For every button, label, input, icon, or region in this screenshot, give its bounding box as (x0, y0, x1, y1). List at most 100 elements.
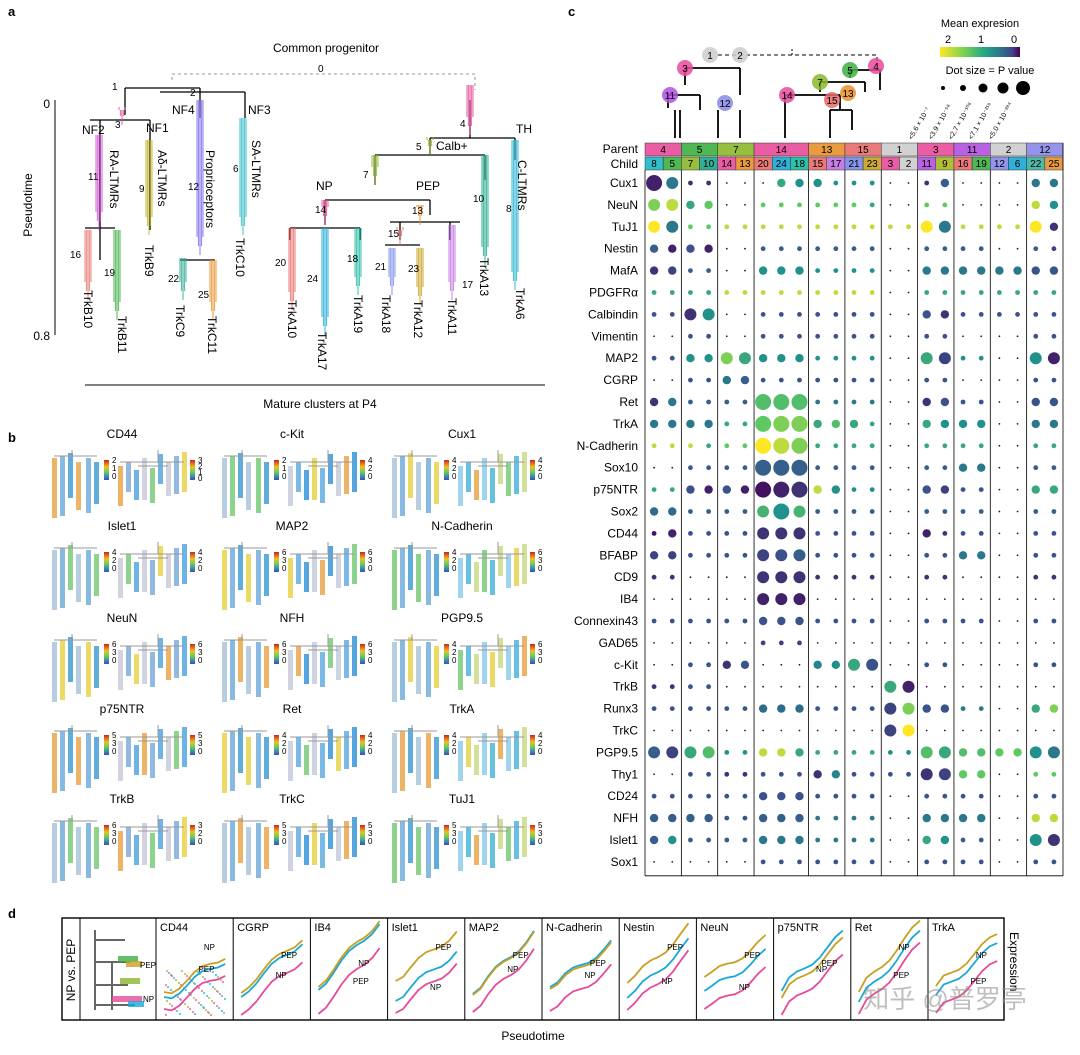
dot (998, 839, 1001, 841)
dot (869, 465, 875, 471)
dot (669, 443, 675, 449)
child-name: 11 (922, 159, 933, 170)
dot (742, 793, 748, 799)
tree-bar (320, 652, 325, 687)
dot (666, 198, 679, 211)
dot (795, 354, 804, 363)
tree-bar (434, 554, 439, 596)
dot (920, 220, 933, 233)
node-number: 22 (168, 274, 180, 285)
dot (758, 835, 768, 845)
tree-bar (52, 733, 57, 793)
dot (744, 182, 746, 184)
dot (998, 576, 1001, 579)
dot (651, 706, 657, 711)
dot (724, 706, 730, 711)
cell-dot (219, 978, 223, 982)
cell-dot (207, 1011, 211, 1015)
dot (688, 268, 693, 273)
dot (1049, 200, 1059, 210)
dot (688, 509, 693, 514)
dot (833, 574, 839, 580)
dot (744, 204, 746, 206)
legend-tick: 2 (945, 34, 951, 46)
leaf-label: TrkA10 (285, 300, 299, 339)
dot (1016, 576, 1019, 579)
scale-tick: 4 (368, 456, 373, 465)
tree-branch (120, 542, 184, 559)
tree-bar (94, 827, 99, 869)
parent-name: 13 (821, 145, 833, 156)
tree-bar (514, 456, 519, 494)
tree-bar (158, 729, 163, 759)
node-number: 15 (388, 229, 400, 240)
scale-tick: 0 (112, 656, 117, 665)
dot (869, 771, 875, 777)
dot (943, 598, 946, 600)
scale-tick: 4 (452, 640, 457, 649)
child-name: 14 (721, 159, 733, 170)
tree-bar (134, 745, 139, 775)
mini-node (662, 87, 678, 103)
dot (1051, 552, 1057, 558)
dot (889, 861, 892, 863)
y-axis-label: Pseudotime (21, 173, 35, 237)
color-scale (104, 460, 109, 480)
scale-tick: 3 (538, 829, 543, 838)
tree-branch (54, 542, 97, 549)
cell-dot (183, 972, 187, 976)
curve-label: NP (358, 959, 369, 968)
dot (742, 552, 748, 558)
tree-bar (506, 827, 511, 861)
dot (653, 335, 655, 338)
scale-tick: 4 (112, 548, 117, 557)
tree-bar (94, 646, 99, 688)
color-scale (104, 552, 109, 572)
gene-label: PDGFRα (589, 286, 638, 300)
dot (724, 290, 730, 295)
tree-bar (68, 637, 73, 682)
dot (651, 531, 657, 536)
tree-bar (52, 823, 57, 883)
gene-label: Sox2 (611, 505, 639, 519)
color-scale (104, 735, 109, 755)
tree-bar (328, 546, 333, 576)
dot (942, 531, 948, 536)
expression-curve (472, 948, 535, 1013)
dot (725, 335, 728, 338)
cell-dot (200, 989, 204, 993)
child-name: 8 (651, 159, 657, 170)
cell-dot (170, 974, 174, 978)
tree-bar (246, 827, 251, 875)
panel-d: d NP vs. PEP PEPNPCD44NPPEPCGRPPEPNPIB4NP… (8, 906, 1027, 1043)
scale-tick: 0 (452, 656, 457, 665)
curve-label: PEP (281, 951, 297, 960)
dot (869, 246, 875, 252)
tree-bar (134, 562, 139, 592)
color-scale (190, 460, 195, 480)
dot (998, 554, 1001, 557)
tree-bar (222, 458, 227, 518)
dot (1033, 312, 1039, 317)
dot (671, 642, 674, 644)
dot (797, 771, 802, 777)
dot (851, 487, 857, 492)
dot (869, 290, 875, 295)
dot (777, 266, 786, 275)
tree-branch (120, 725, 184, 742)
dot (706, 290, 712, 295)
dot (866, 658, 879, 671)
tree-bar (312, 642, 317, 684)
legend-size-dot (978, 83, 988, 93)
gene-panel-title: Islet1 (392, 922, 418, 934)
expression-curve (317, 947, 381, 1015)
tree-bar (150, 652, 155, 687)
scale-tick: 0 (538, 837, 543, 846)
tree-bar (328, 454, 333, 484)
scale-tick: 3 (538, 556, 543, 565)
gene-label: c-Kit (614, 658, 639, 672)
dot (724, 771, 730, 777)
dot (688, 837, 693, 843)
scale-tick: 3 (282, 648, 287, 657)
